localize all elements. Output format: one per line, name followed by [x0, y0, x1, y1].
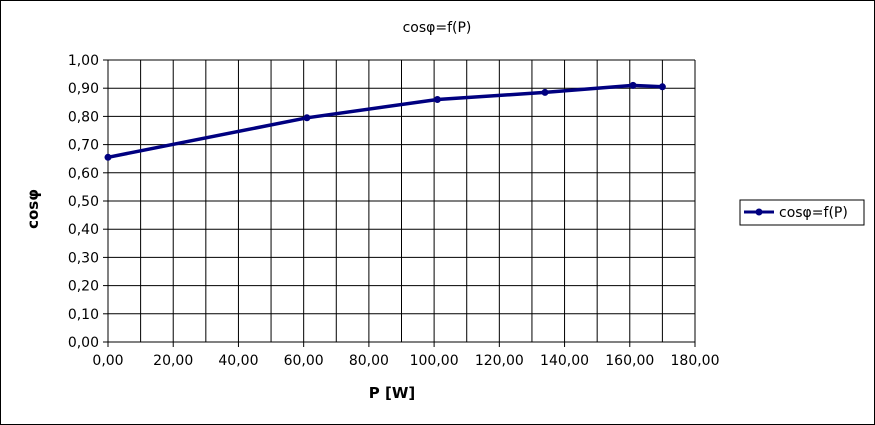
y-tick-label: 1,00 [68, 53, 99, 69]
legend-label: cosφ=f(P) [779, 205, 848, 221]
data-point [658, 83, 666, 91]
axes [103, 59, 696, 347]
x-tick-label: 20,00 [153, 353, 193, 369]
x-tick-label: 60,00 [284, 353, 324, 369]
y-tick-label: 0,40 [68, 222, 99, 238]
data-point [303, 114, 311, 122]
x-tick-label: 40,00 [218, 353, 258, 369]
data-point [541, 88, 549, 96]
series-layer [104, 81, 666, 161]
y-tick-label: 0,20 [68, 279, 99, 295]
x-tick-label: 120,00 [475, 353, 524, 369]
y-tick-label: 0,80 [68, 109, 99, 125]
grid [107, 59, 696, 343]
x-axis-title: P [W] [369, 384, 415, 402]
x-tick-label: 180,00 [671, 353, 720, 369]
x-tick-label: 100,00 [410, 353, 459, 369]
y-tick-label: 0,60 [68, 166, 99, 182]
series-line [106, 83, 665, 160]
y-tick-label: 0,70 [68, 138, 99, 154]
legend: cosφ=f(P) [739, 199, 865, 226]
y-tick-label: 0,30 [68, 250, 99, 266]
x-tick-label: 160,00 [605, 353, 654, 369]
y-tick-label: 0,00 [68, 335, 99, 351]
data-point [433, 95, 441, 103]
y-tick-label: 0,90 [68, 81, 99, 97]
y-axis-title: cosφ [24, 189, 42, 229]
x-tick-label: 0,00 [92, 353, 123, 369]
data-point [629, 81, 637, 89]
data-point [104, 153, 112, 161]
legend-marker [755, 208, 763, 216]
x-tick-label: 140,00 [540, 353, 589, 369]
y-tick-label: 0,50 [68, 194, 99, 210]
chart-title: cosφ=f(P) [403, 20, 472, 36]
x-tick-label: 80,00 [349, 353, 389, 369]
y-tick-label: 0,10 [68, 307, 99, 323]
tick-labels: 0,00 20,00 40,00 60,00 80,00 100,00 120,00 140,… [68, 53, 720, 369]
